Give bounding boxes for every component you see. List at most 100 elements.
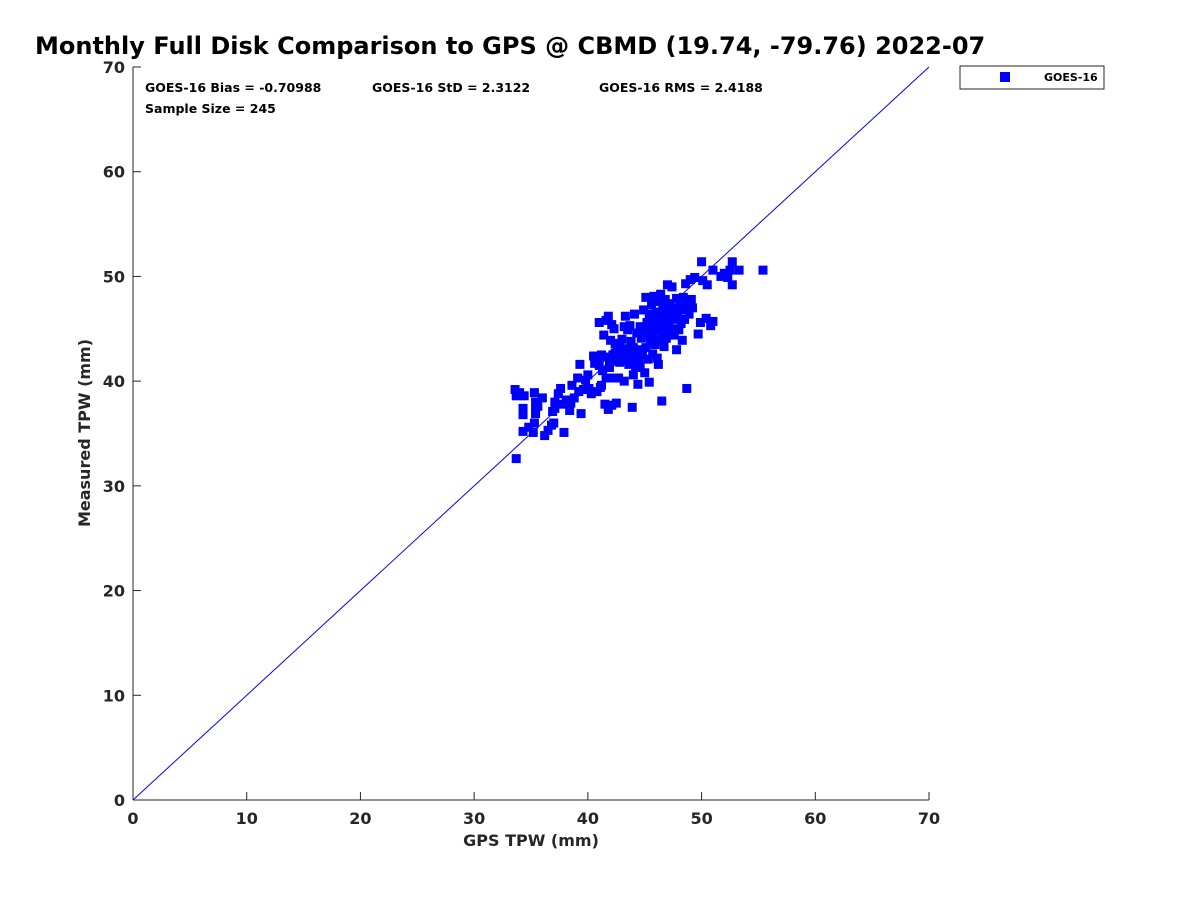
data-point [660, 294, 670, 304]
data-point [610, 348, 620, 358]
std-stat: GOES-16 StD = 2.3122 [372, 80, 530, 95]
data-point [518, 426, 528, 436]
data-point [625, 321, 635, 331]
data-point [608, 356, 618, 366]
data-point [687, 303, 697, 313]
data-point [561, 395, 571, 405]
x-tick-label: 40 [577, 809, 599, 828]
chart-title: Monthly Full Disk Comparison to GPS @ CB… [35, 32, 985, 60]
data-point [601, 373, 611, 383]
data-point [600, 399, 610, 409]
data-point [672, 293, 682, 303]
data-point [690, 272, 700, 282]
data-point [529, 418, 539, 428]
data-point [697, 257, 707, 267]
data-point [550, 397, 560, 407]
data-point [617, 334, 627, 344]
data-point [540, 431, 550, 441]
data-point [643, 354, 653, 364]
data-point [644, 377, 654, 387]
data-point [626, 350, 636, 360]
data-point [677, 305, 687, 315]
data-point [648, 349, 658, 359]
data-point [594, 360, 604, 370]
data-point [653, 359, 663, 369]
data-point [662, 280, 672, 290]
data-point [669, 306, 679, 316]
data-point [642, 318, 652, 328]
data-point [698, 276, 708, 286]
data-point [574, 387, 584, 397]
x-axis-label: GPS TPW (mm) [463, 831, 599, 850]
data-point [528, 427, 538, 437]
data-point [609, 324, 619, 334]
data-point [537, 393, 547, 403]
data-point [727, 257, 737, 267]
data-point [550, 403, 560, 413]
y-tick-label: 20 [103, 582, 125, 601]
data-point [648, 332, 658, 342]
data-point [662, 304, 672, 314]
data-point [566, 398, 576, 408]
x-tick-label: 30 [463, 809, 485, 828]
data-point [701, 313, 711, 323]
data-point [665, 328, 675, 338]
data-point [597, 380, 607, 390]
data-point [672, 345, 682, 355]
data-point [647, 300, 657, 310]
data-point [518, 410, 528, 420]
data-point [708, 316, 718, 326]
data-point [641, 343, 651, 353]
y-tick-label: 40 [103, 372, 125, 391]
data-point [727, 280, 737, 290]
data-point [641, 292, 651, 302]
data-point [708, 265, 718, 275]
x-tick-label: 50 [690, 809, 712, 828]
data-point [597, 350, 607, 360]
data-point [573, 373, 583, 383]
data-point [529, 388, 539, 398]
x-tick-label: 0 [127, 809, 138, 828]
data-point [593, 355, 603, 365]
data-point [664, 322, 674, 332]
rms-stat: GOES-16 RMS = 2.4188 [599, 80, 763, 95]
data-point [693, 329, 703, 339]
data-point [607, 400, 617, 410]
data-point [567, 380, 577, 390]
data-point [661, 333, 671, 343]
data-point [640, 368, 650, 378]
data-point [639, 305, 649, 315]
data-point [681, 279, 691, 289]
data-point [657, 396, 667, 406]
data-point [675, 300, 685, 310]
x-tick-label: 20 [349, 809, 371, 828]
data-point [628, 343, 638, 353]
bias-stat: GOES-16 Bias = -0.70988 [145, 80, 321, 95]
data-point [678, 292, 688, 302]
data-point [649, 291, 659, 301]
data-point [633, 379, 643, 389]
x-tick-label: 60 [804, 809, 826, 828]
x-tick-label: 10 [236, 809, 258, 828]
data-point [682, 383, 692, 393]
data-point [659, 309, 669, 319]
legend-label: GOES-16 [1044, 71, 1098, 84]
x-tick-label: 70 [918, 809, 940, 828]
legend-marker-square [1000, 72, 1010, 82]
data-point [604, 363, 614, 373]
data-point [667, 282, 677, 292]
data-point [614, 373, 624, 383]
data-point [631, 361, 641, 371]
data-point [615, 357, 625, 367]
data-point [584, 383, 594, 393]
data-point [606, 373, 616, 383]
data-point [649, 315, 659, 325]
data-points [510, 257, 768, 464]
data-point [518, 403, 528, 413]
data-point [556, 383, 566, 393]
data-point [640, 330, 650, 340]
data-point [680, 314, 690, 324]
data-point [667, 314, 677, 324]
data-point [684, 309, 694, 319]
